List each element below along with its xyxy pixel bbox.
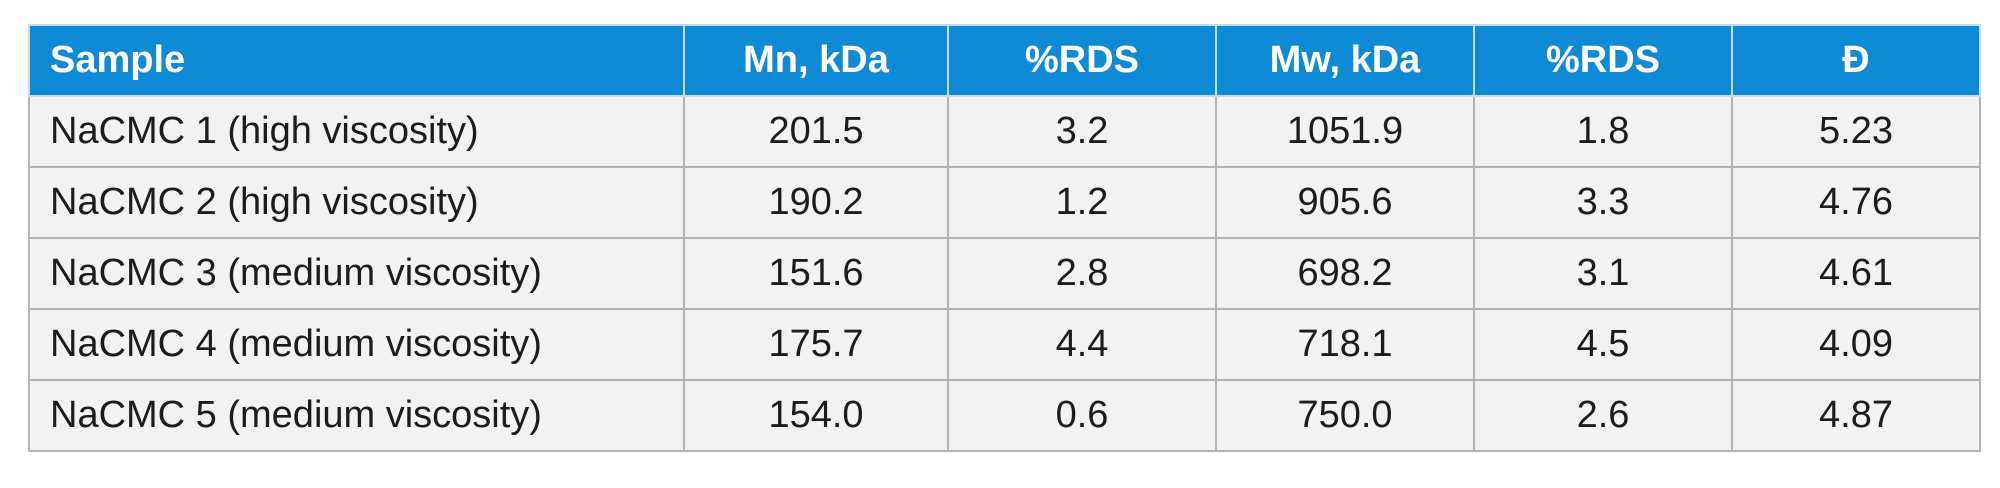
- header-row: Sample Mn, kDa %RDS Mw, kDa %RDS Đ: [28, 24, 1981, 97]
- cell-sample: NaCMC 1 (high viscosity): [28, 95, 685, 168]
- cell-mn: 201.5: [683, 95, 949, 168]
- cell-rds-mw: 1.8: [1473, 95, 1733, 168]
- table-row: NaCMC 4 (medium viscosity) 175.7 4.4 718…: [28, 308, 1981, 381]
- cell-mn: 175.7: [683, 308, 949, 381]
- cell-rds-mn: 0.6: [947, 379, 1217, 452]
- table-row: NaCMC 1 (high viscosity) 201.5 3.2 1051.…: [28, 95, 1981, 168]
- cell-sample: NaCMC 5 (medium viscosity): [28, 379, 685, 452]
- table-row: NaCMC 2 (high viscosity) 190.2 1.2 905.6…: [28, 166, 1981, 239]
- header-sample: Sample: [28, 24, 685, 97]
- data-table-container: Sample Mn, kDa %RDS Mw, kDa %RDS Đ NaCMC…: [28, 24, 1981, 452]
- cell-dispersity: 5.23: [1731, 95, 1981, 168]
- cell-mn: 154.0: [683, 379, 949, 452]
- header-rds-mw: %RDS: [1473, 24, 1733, 97]
- cell-rds-mn: 4.4: [947, 308, 1217, 381]
- cell-dispersity: 4.87: [1731, 379, 1981, 452]
- cell-rds-mn: 3.2: [947, 95, 1217, 168]
- cell-dispersity: 4.61: [1731, 237, 1981, 310]
- cell-mw: 1051.9: [1215, 95, 1475, 168]
- cell-dispersity: 4.76: [1731, 166, 1981, 239]
- cell-mw: 905.6: [1215, 166, 1475, 239]
- header-mw: Mw, kDa: [1215, 24, 1475, 97]
- cell-sample: NaCMC 3 (medium viscosity): [28, 237, 685, 310]
- cell-rds-mw: 4.5: [1473, 308, 1733, 381]
- cell-rds-mn: 1.2: [947, 166, 1217, 239]
- table-row: NaCMC 3 (medium viscosity) 151.6 2.8 698…: [28, 237, 1981, 310]
- cell-sample: NaCMC 2 (high viscosity): [28, 166, 685, 239]
- cell-rds-mw: 3.1: [1473, 237, 1733, 310]
- cell-mw: 698.2: [1215, 237, 1475, 310]
- cell-rds-mw: 3.3: [1473, 166, 1733, 239]
- header-mn: Mn, kDa: [683, 24, 949, 97]
- molecular-weight-table: Sample Mn, kDa %RDS Mw, kDa %RDS Đ NaCMC…: [28, 24, 1981, 452]
- table-header: Sample Mn, kDa %RDS Mw, kDa %RDS Đ: [28, 24, 1981, 97]
- cell-rds-mn: 2.8: [947, 237, 1217, 310]
- cell-rds-mw: 2.6: [1473, 379, 1733, 452]
- header-rds-mn: %RDS: [947, 24, 1217, 97]
- cell-mw: 718.1: [1215, 308, 1475, 381]
- cell-mn: 151.6: [683, 237, 949, 310]
- cell-mn: 190.2: [683, 166, 949, 239]
- cell-sample: NaCMC 4 (medium viscosity): [28, 308, 685, 381]
- cell-dispersity: 4.09: [1731, 308, 1981, 381]
- cell-mw: 750.0: [1215, 379, 1475, 452]
- table-body: NaCMC 1 (high viscosity) 201.5 3.2 1051.…: [28, 95, 1981, 452]
- table-row: NaCMC 5 (medium viscosity) 154.0 0.6 750…: [28, 379, 1981, 452]
- header-dispersity: Đ: [1731, 24, 1981, 97]
